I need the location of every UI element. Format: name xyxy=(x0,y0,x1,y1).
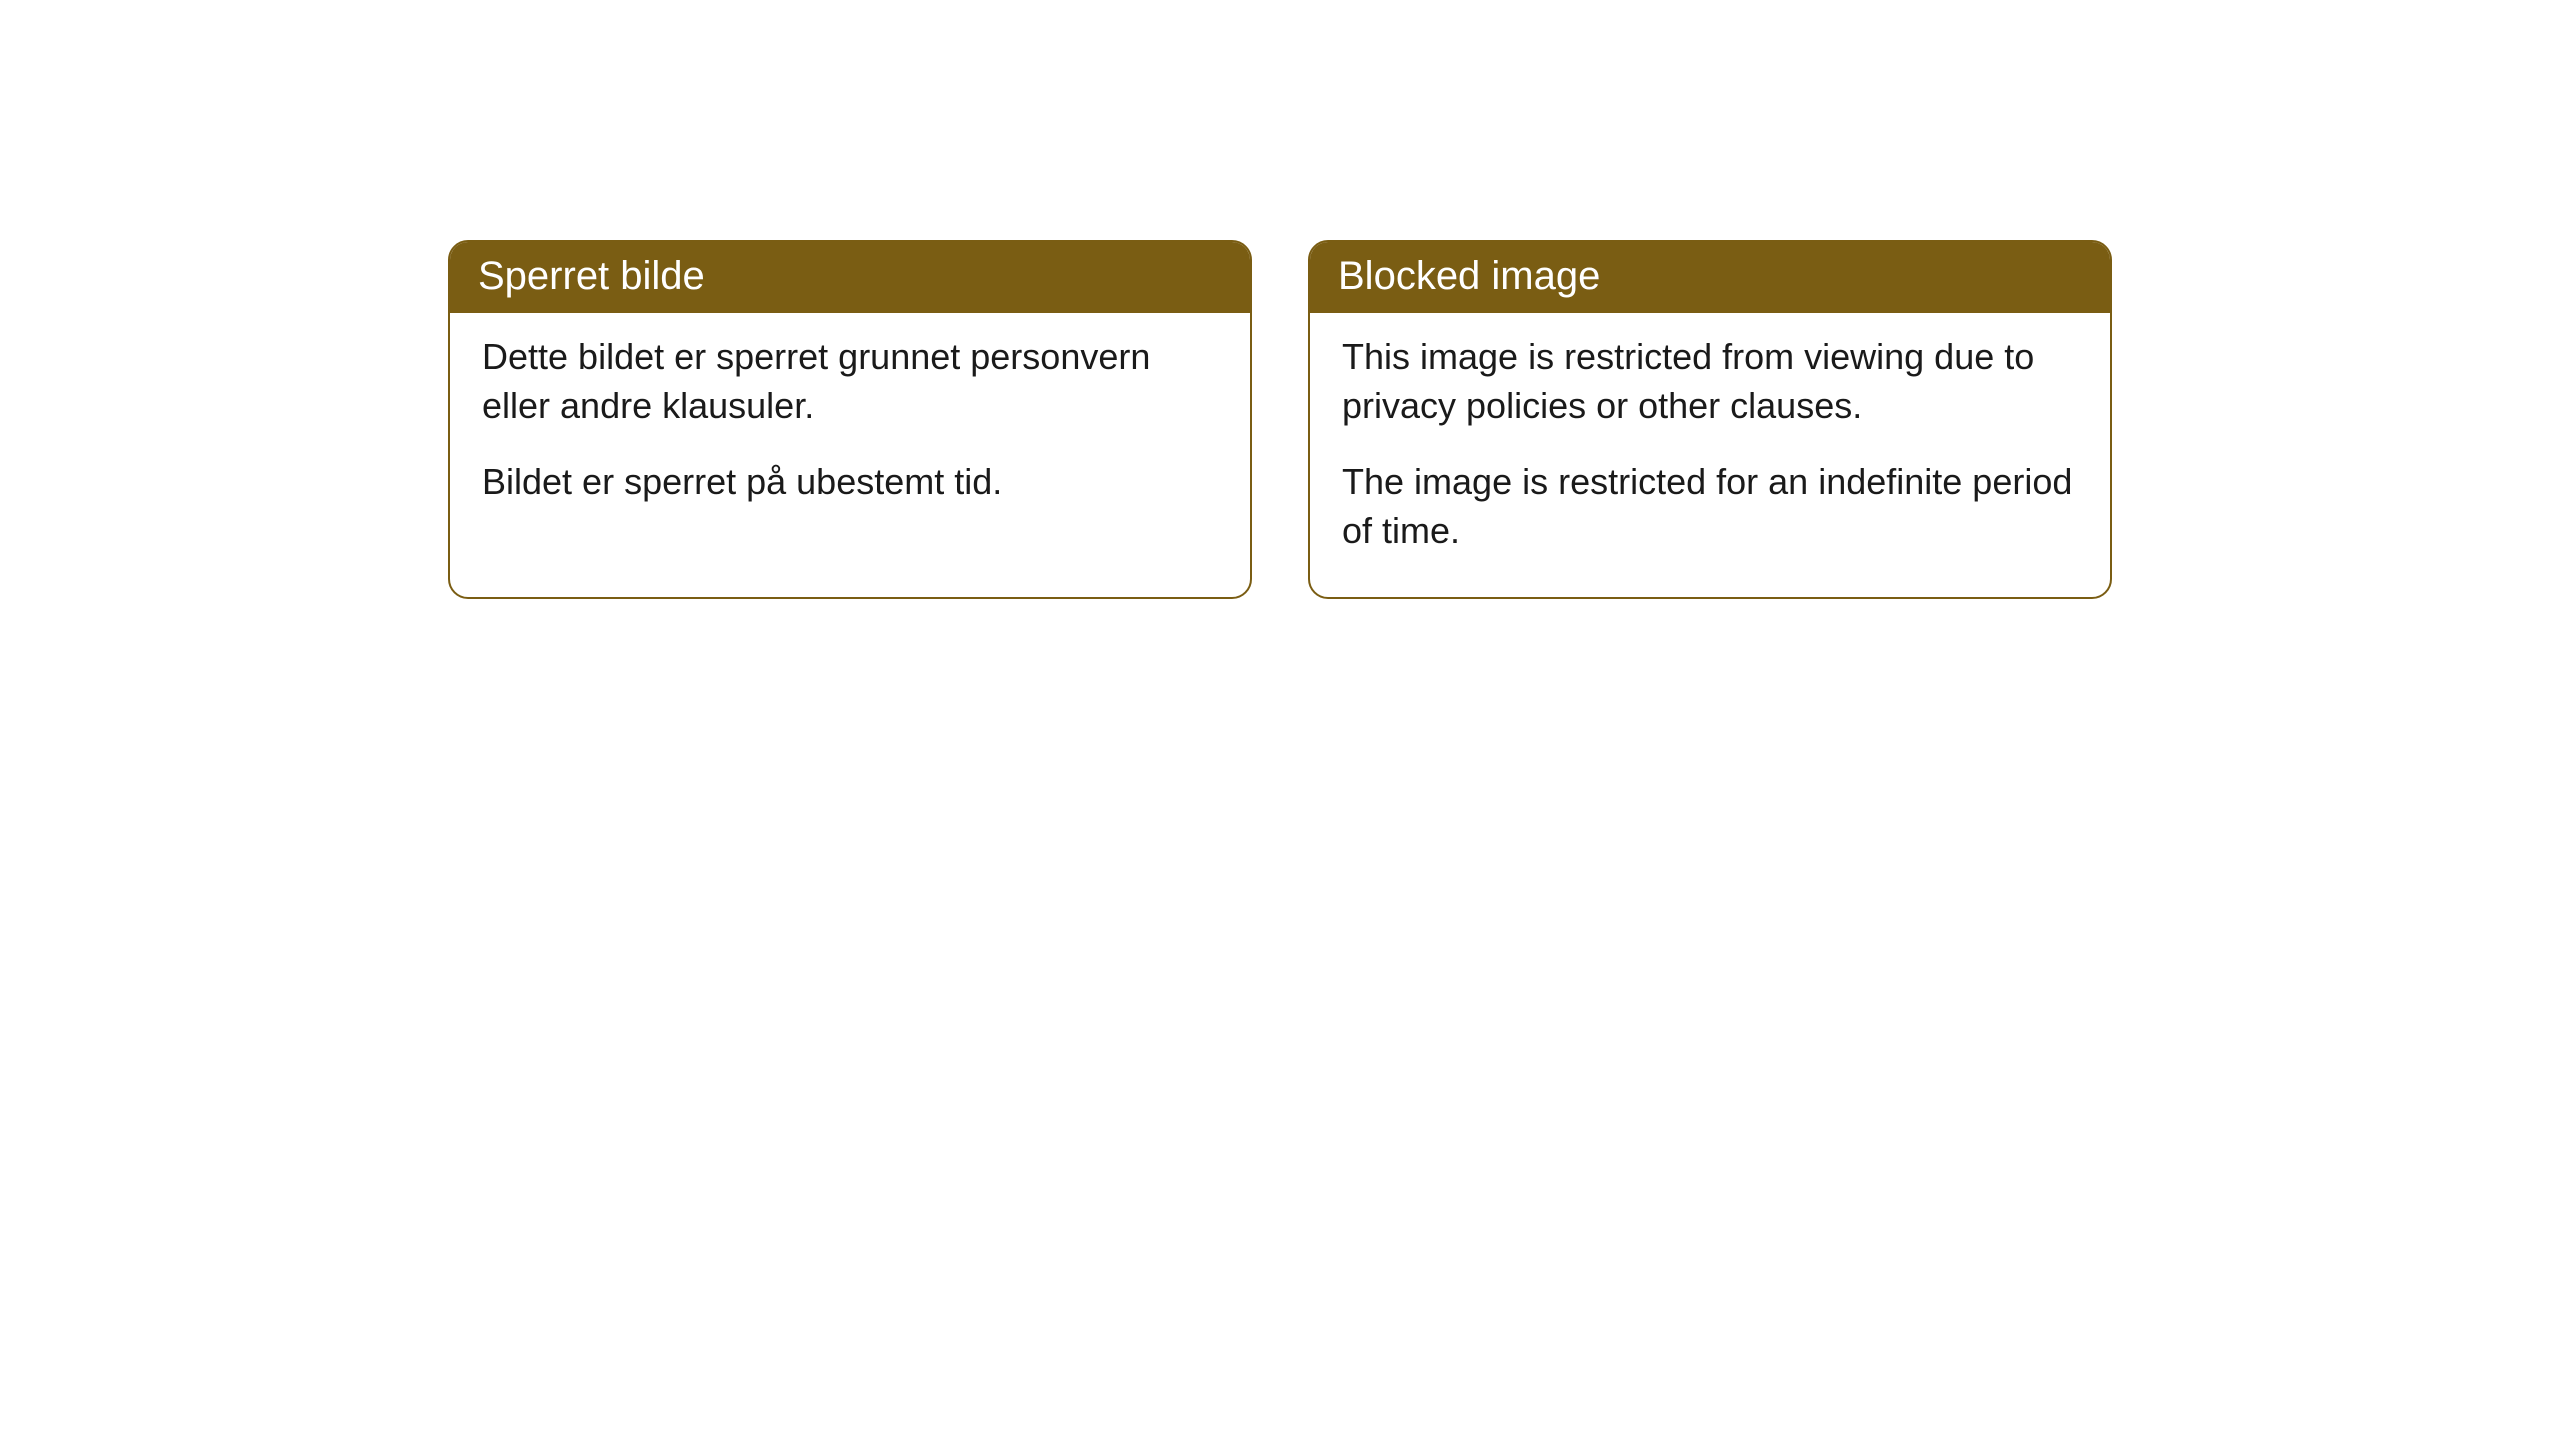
blocked-image-card-no: Sperret bilde Dette bildet er sperret gr… xyxy=(448,240,1252,599)
blocked-image-card-en: Blocked image This image is restricted f… xyxy=(1308,240,2112,599)
notice-cards-container: Sperret bilde Dette bildet er sperret gr… xyxy=(448,240,2112,599)
card-paragraph-no-2: Bildet er sperret på ubestemt tid. xyxy=(482,458,1218,507)
card-paragraph-en-1: This image is restricted from viewing du… xyxy=(1342,333,2078,430)
card-paragraph-en-2: The image is restricted for an indefinit… xyxy=(1342,458,2078,555)
card-title-en: Blocked image xyxy=(1310,242,2110,313)
card-body-en: This image is restricted from viewing du… xyxy=(1310,313,2110,597)
card-body-no: Dette bildet er sperret grunnet personve… xyxy=(450,313,1250,549)
card-paragraph-no-1: Dette bildet er sperret grunnet personve… xyxy=(482,333,1218,430)
card-title-no: Sperret bilde xyxy=(450,242,1250,313)
